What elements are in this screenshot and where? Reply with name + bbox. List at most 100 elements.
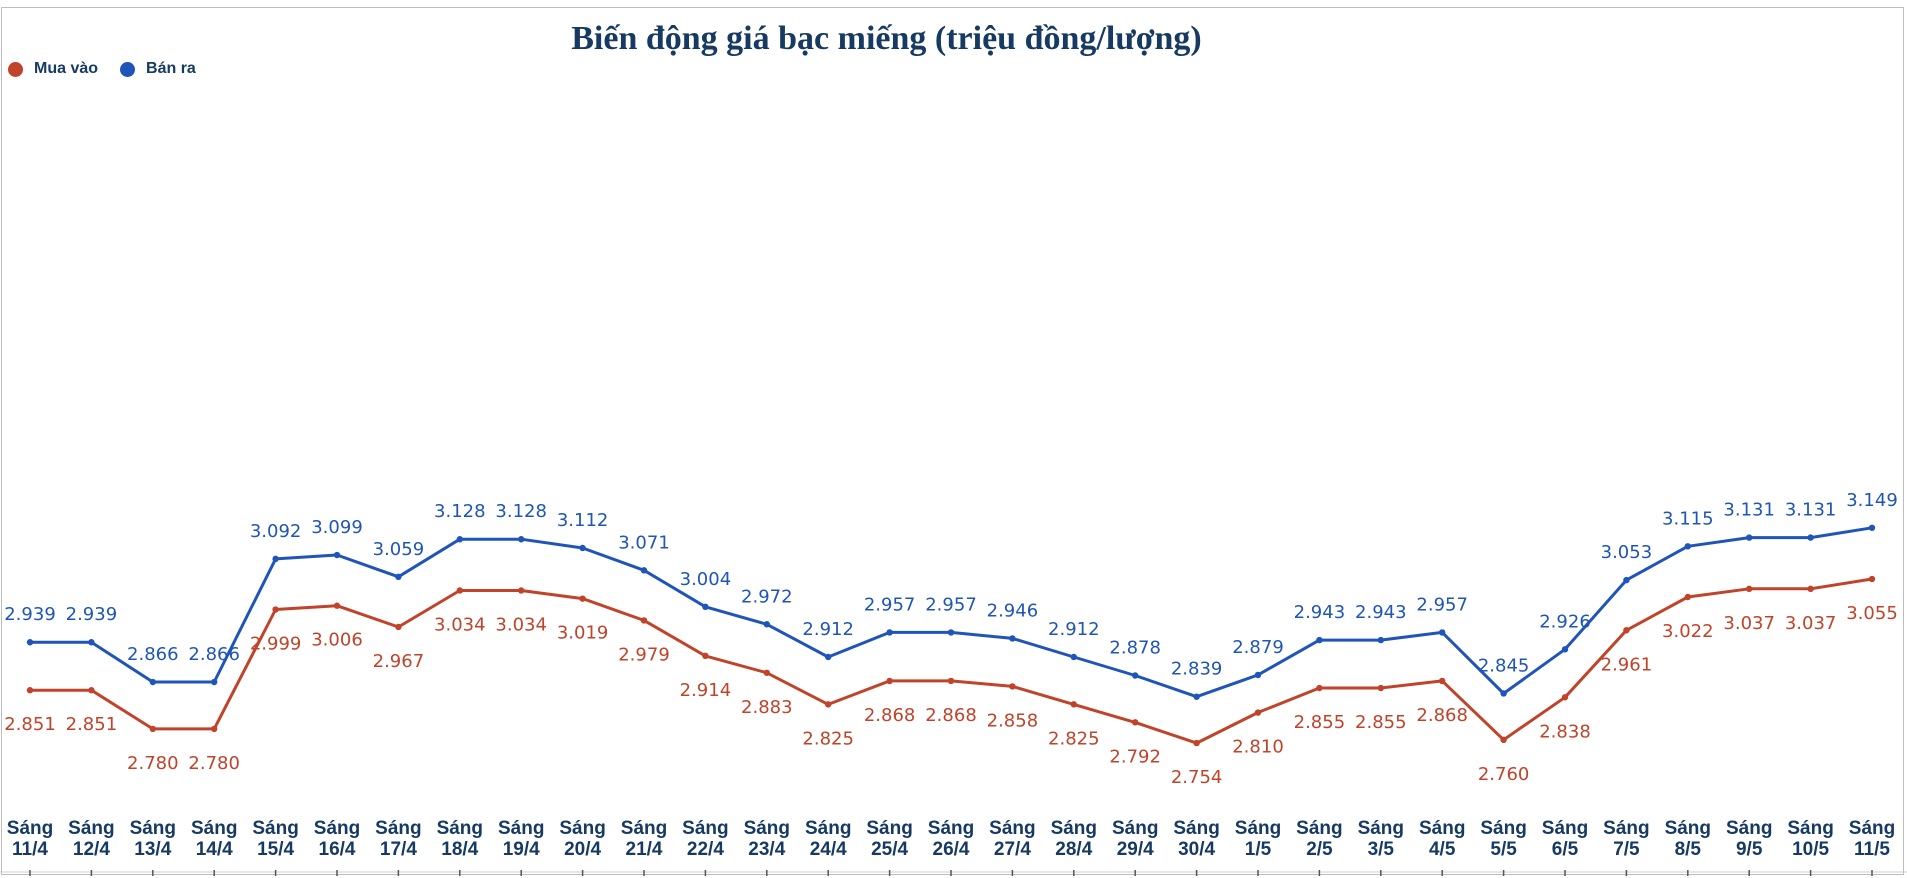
data-label: 2.943: [1355, 602, 1407, 623]
data-label: 3.004: [680, 569, 732, 590]
data-label: 2.754: [1171, 767, 1223, 788]
data-point: [1377, 636, 1385, 644]
x-tick-label: Sáng 25/4: [866, 818, 912, 860]
data-point: [456, 536, 463, 543]
data-point: [579, 544, 586, 552]
data-label: 2.939: [4, 604, 56, 625]
data-point: [88, 687, 95, 694]
data-label: 2.979: [618, 644, 670, 665]
data-label: 3.112: [557, 510, 609, 531]
data-label: 2.999: [250, 634, 302, 655]
legend-item-sell: Bán ra: [120, 60, 196, 78]
data-label: 3.034: [495, 614, 547, 635]
data-point: [640, 567, 648, 574]
data-label: 2.957: [1416, 594, 1468, 615]
data-point: [456, 587, 463, 594]
data-label: 2.810: [1232, 737, 1284, 758]
data-label: 2.780: [188, 753, 240, 774]
data-point: [1193, 693, 1200, 700]
data-point: [886, 629, 893, 636]
data-point: [1746, 585, 1753, 593]
x-tick-label: Sáng 4/5: [1419, 818, 1465, 860]
data-label: 2.855: [1355, 712, 1407, 733]
data-point: [947, 629, 955, 636]
x-tick-label: Sáng 26/4: [928, 818, 974, 860]
data-point: [579, 595, 586, 602]
x-tick-label: Sáng 14/4: [191, 818, 237, 860]
data-label: 3.059: [373, 539, 425, 560]
data-label: 3.022: [1662, 621, 1714, 642]
x-tick-label: Sáng 15/4: [252, 818, 298, 860]
data-point: [1132, 719, 1139, 726]
data-label: 3.053: [1601, 542, 1653, 563]
data-label: 2.879: [1232, 637, 1284, 658]
x-tick-label: Sáng 3/5: [1358, 818, 1404, 860]
data-label: 2.868: [864, 705, 916, 726]
data-point: [1807, 534, 1814, 541]
data-point: [1316, 636, 1323, 644]
data-point: [518, 536, 525, 543]
data-label: 2.845: [1478, 655, 1530, 676]
data-label: 2.883: [741, 697, 793, 718]
x-tick-label: Sáng 19/4: [498, 818, 544, 860]
chart-title: Biến động giá bạc miếng (triệu đồng/lượn…: [571, 20, 1202, 57]
data-label: 3.128: [495, 501, 547, 522]
x-tick-label: Sáng 7/5: [1603, 818, 1649, 860]
x-tick-label: Sáng 8/5: [1665, 818, 1711, 860]
data-point: [1193, 739, 1200, 747]
data-point: [702, 652, 709, 660]
data-label: 2.838: [1539, 721, 1591, 742]
data-label: 2.912: [1048, 619, 1100, 640]
data-point: [1009, 683, 1016, 690]
data-label: 2.868: [925, 705, 977, 726]
data-point: [1868, 575, 1876, 583]
data-point: [1623, 627, 1630, 634]
data-point: [1561, 646, 1569, 653]
x-tick-label: Sáng 22/4: [682, 818, 728, 860]
data-label: 2.851: [66, 714, 118, 735]
x-tick-label: Sáng 13/4: [130, 818, 176, 860]
data-label: 2.855: [1294, 712, 1346, 733]
data-point: [1684, 543, 1692, 550]
data-point: [26, 639, 34, 646]
x-tick-label: Sáng 24/4: [805, 818, 851, 860]
data-label: 2.780: [127, 753, 179, 774]
data-point: [211, 678, 218, 686]
data-point: [702, 603, 709, 611]
data-point: [149, 725, 156, 733]
data-point: [395, 573, 402, 581]
data-label: 2.912: [802, 619, 854, 640]
data-point: [1439, 629, 1446, 636]
data-point: [825, 701, 832, 708]
x-tick-label: Sáng 2/5: [1296, 818, 1342, 860]
data-label: 3.071: [618, 532, 670, 553]
data-label: 3.149: [1846, 490, 1898, 511]
data-point: [395, 623, 402, 631]
chart-legend: Mua vào Bán ra: [8, 60, 218, 78]
data-label: 3.115: [1662, 508, 1714, 529]
data-label: 2.957: [925, 594, 977, 615]
data-label: 2.858: [987, 710, 1039, 731]
data-label: 3.037: [1785, 613, 1837, 634]
data-point: [333, 602, 341, 609]
data-label: 3.055: [1846, 603, 1898, 624]
data-label: 2.914: [680, 680, 732, 701]
data-point: [88, 639, 95, 646]
data-label: 2.866: [188, 644, 240, 665]
x-tick-label: Sáng 21/4: [621, 818, 667, 860]
data-label: 2.972: [741, 586, 793, 607]
data-label: 2.839: [1171, 659, 1223, 680]
data-label: 2.967: [373, 651, 425, 672]
data-point: [211, 725, 218, 733]
data-label: 3.037: [1723, 613, 1775, 634]
x-tick-label: Sáng 9/5: [1726, 818, 1772, 860]
data-point: [26, 687, 34, 694]
data-point: [1439, 677, 1446, 685]
data-point: [1316, 684, 1323, 692]
data-point: [1254, 671, 1262, 679]
data-label: 2.943: [1294, 602, 1346, 623]
data-label: 3.092: [250, 521, 302, 542]
data-label: 3.131: [1785, 500, 1837, 521]
data-point: [1132, 672, 1139, 679]
data-label: 3.019: [557, 623, 609, 644]
